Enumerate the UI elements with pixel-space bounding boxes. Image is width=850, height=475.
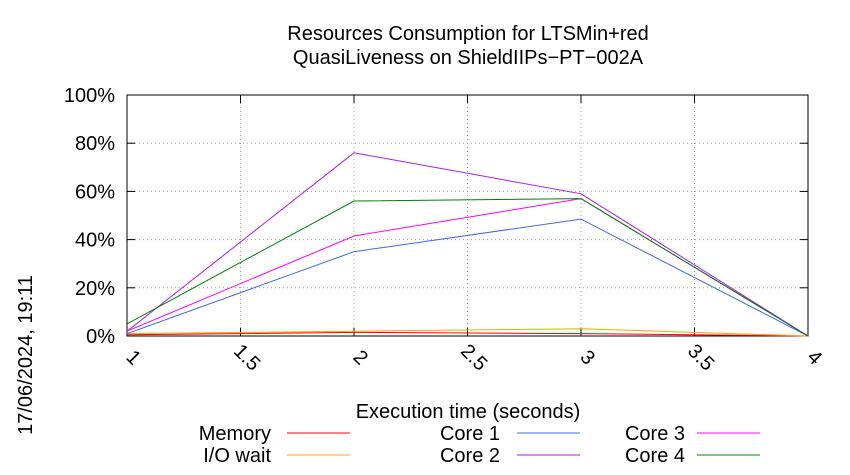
chart-title-line-1: Resources Consumption for LTSMin+red [287, 23, 648, 45]
y-tick-label: 20% [75, 278, 115, 300]
legend-label: Core 1 [440, 423, 500, 445]
series-line-core-1 [126, 218, 809, 337]
legend-label: Core 2 [440, 445, 500, 467]
series-line-memory [126, 331, 809, 337]
x-tick-label: 4 [803, 346, 826, 369]
series-line-i-o-wait [126, 328, 809, 337]
series-line-core-2 [126, 152, 809, 337]
timestamp-label: 17/06/2024, 19:11 [15, 275, 37, 435]
y-tick-label: 0% [86, 326, 115, 348]
chart-title: Resources Consumption for LTSMin+red Qua… [287, 23, 648, 69]
series-line-core-4 [126, 198, 809, 337]
legend-label: Core 4 [625, 445, 685, 467]
y-tick-label: 80% [75, 133, 115, 155]
grid [126, 94, 809, 337]
y-tick-label: 60% [75, 181, 115, 203]
x-tick-label: 3.5 [683, 340, 718, 375]
x-axis-title: Execution time (seconds) [356, 401, 581, 423]
legend-label: Core 3 [625, 423, 685, 445]
x-tick-label: 1.5 [229, 340, 264, 375]
x-tick-label: 2.5 [456, 340, 491, 375]
x-tick-label: 3 [576, 346, 599, 369]
data-series [126, 152, 809, 337]
y-tick-label: 40% [75, 230, 115, 252]
legend-label: Memory [199, 423, 271, 445]
axis-ticks: 0% 20% 40% 60% 80% 100% 1 1.5 2 2.5 3 3.5 4 [64, 85, 826, 375]
chart-title-line-2: QuasiLiveness on ShieldIIPs−PT−002A [293, 47, 644, 69]
legend-label: I/O wait [203, 445, 271, 467]
x-tick-label: 2 [349, 346, 372, 369]
y-tick-label: 100% [64, 85, 115, 107]
x-tick-label: 1 [122, 346, 145, 369]
